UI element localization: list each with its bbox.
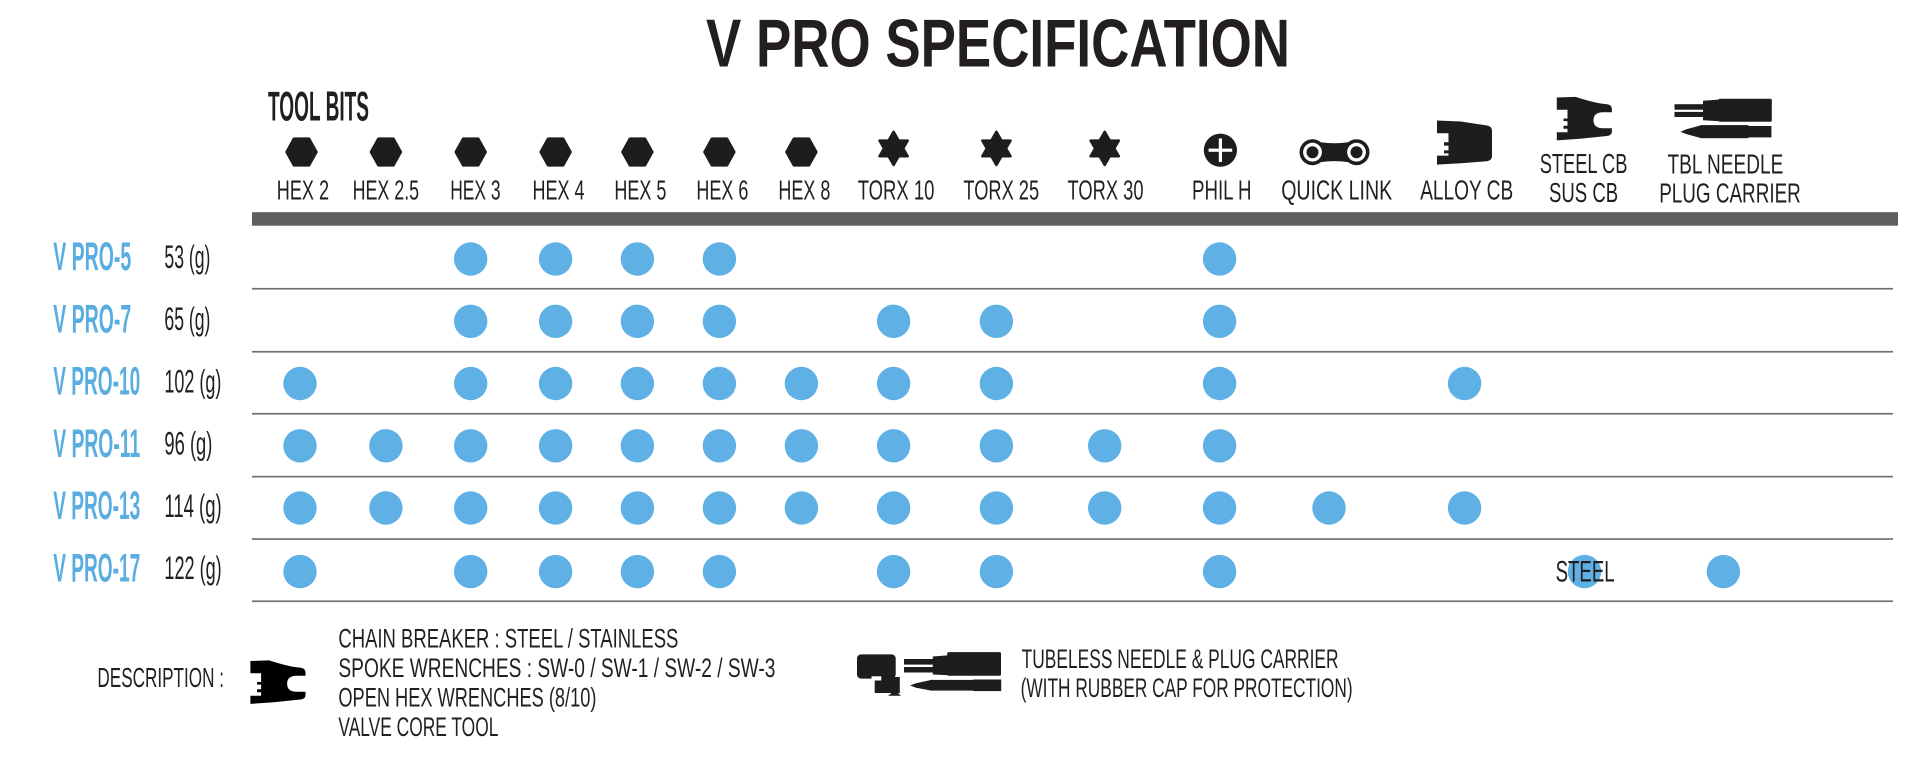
svg-text:HEX 5: HEX 5: [614, 175, 666, 206]
svg-text:CHAIN BREAKER : STEEL / STAINL: CHAIN BREAKER : STEEL / STAINLESS: [338, 622, 678, 653]
svg-text:53 (g): 53 (g): [164, 239, 210, 275]
svg-text:HEX 2: HEX 2: [277, 175, 329, 206]
svg-text:(WITH RUBBER CAP FOR PROTECTIO: (WITH RUBBER CAP FOR PROTECTION): [1021, 672, 1353, 703]
svg-text:HEX 3: HEX 3: [450, 175, 500, 206]
svg-text:PLUG CARRIER: PLUG CARRIER: [1659, 177, 1801, 208]
svg-text:HEX 6: HEX 6: [696, 175, 748, 206]
svg-text:65 (g): 65 (g): [164, 301, 210, 337]
svg-text:V PRO-13: V PRO-13: [53, 484, 140, 528]
svg-text:TBL NEEDLE: TBL NEEDLE: [1668, 148, 1784, 179]
svg-text:STEEL CB: STEEL CB: [1540, 148, 1628, 179]
svg-text:QUICK LINK: QUICK LINK: [1281, 175, 1392, 206]
svg-text:OPEN HEX WRENCHES (8/10): OPEN HEX WRENCHES (8/10): [338, 682, 596, 713]
svg-text:102 (g): 102 (g): [164, 363, 221, 399]
svg-text:TORX 10: TORX 10: [858, 175, 935, 206]
svg-text:V PRO-7: V PRO-7: [53, 297, 131, 341]
svg-text:SPOKE WRENCHES : SW-0 / SW-1 /: SPOKE WRENCHES : SW-0 / SW-1 / SW-2 / SW…: [338, 652, 775, 683]
svg-text:ALLOY CB: ALLOY CB: [1420, 175, 1513, 206]
svg-text:TOOL BITS: TOOL BITS: [268, 84, 369, 130]
svg-text:V PRO-5: V PRO-5: [53, 235, 131, 279]
svg-text:DESCRIPTION :: DESCRIPTION :: [97, 662, 224, 693]
svg-text:122 (g): 122 (g): [164, 550, 221, 586]
svg-text:PHIL H: PHIL H: [1192, 175, 1252, 206]
svg-text:96 (g): 96 (g): [164, 426, 212, 462]
svg-text:TORX 30: TORX 30: [1068, 175, 1144, 206]
svg-text:TUBELESS NEEDLE & PLUG CARRIER: TUBELESS NEEDLE & PLUG CARRIER: [1022, 643, 1339, 674]
svg-text:TORX 25: TORX 25: [963, 175, 1039, 206]
svg-text:V PRO-10: V PRO-10: [53, 360, 140, 404]
svg-text:HEX 8: HEX 8: [778, 175, 830, 206]
svg-text:HEX 2.5: HEX 2.5: [353, 175, 420, 206]
svg-text:V PRO-11: V PRO-11: [53, 422, 140, 466]
svg-text:114 (g): 114 (g): [164, 488, 221, 524]
svg-text:V PRO-17: V PRO-17: [53, 546, 140, 590]
svg-text:V PRO SPECIFICATION: V PRO SPECIFICATION: [706, 7, 1290, 82]
svg-text:SUS CB: SUS CB: [1549, 177, 1618, 208]
svg-text:STEEL: STEEL: [1556, 556, 1615, 588]
svg-text:HEX 4: HEX 4: [533, 175, 585, 206]
svg-text:VALVE CORE TOOL: VALVE CORE TOOL: [338, 711, 498, 742]
